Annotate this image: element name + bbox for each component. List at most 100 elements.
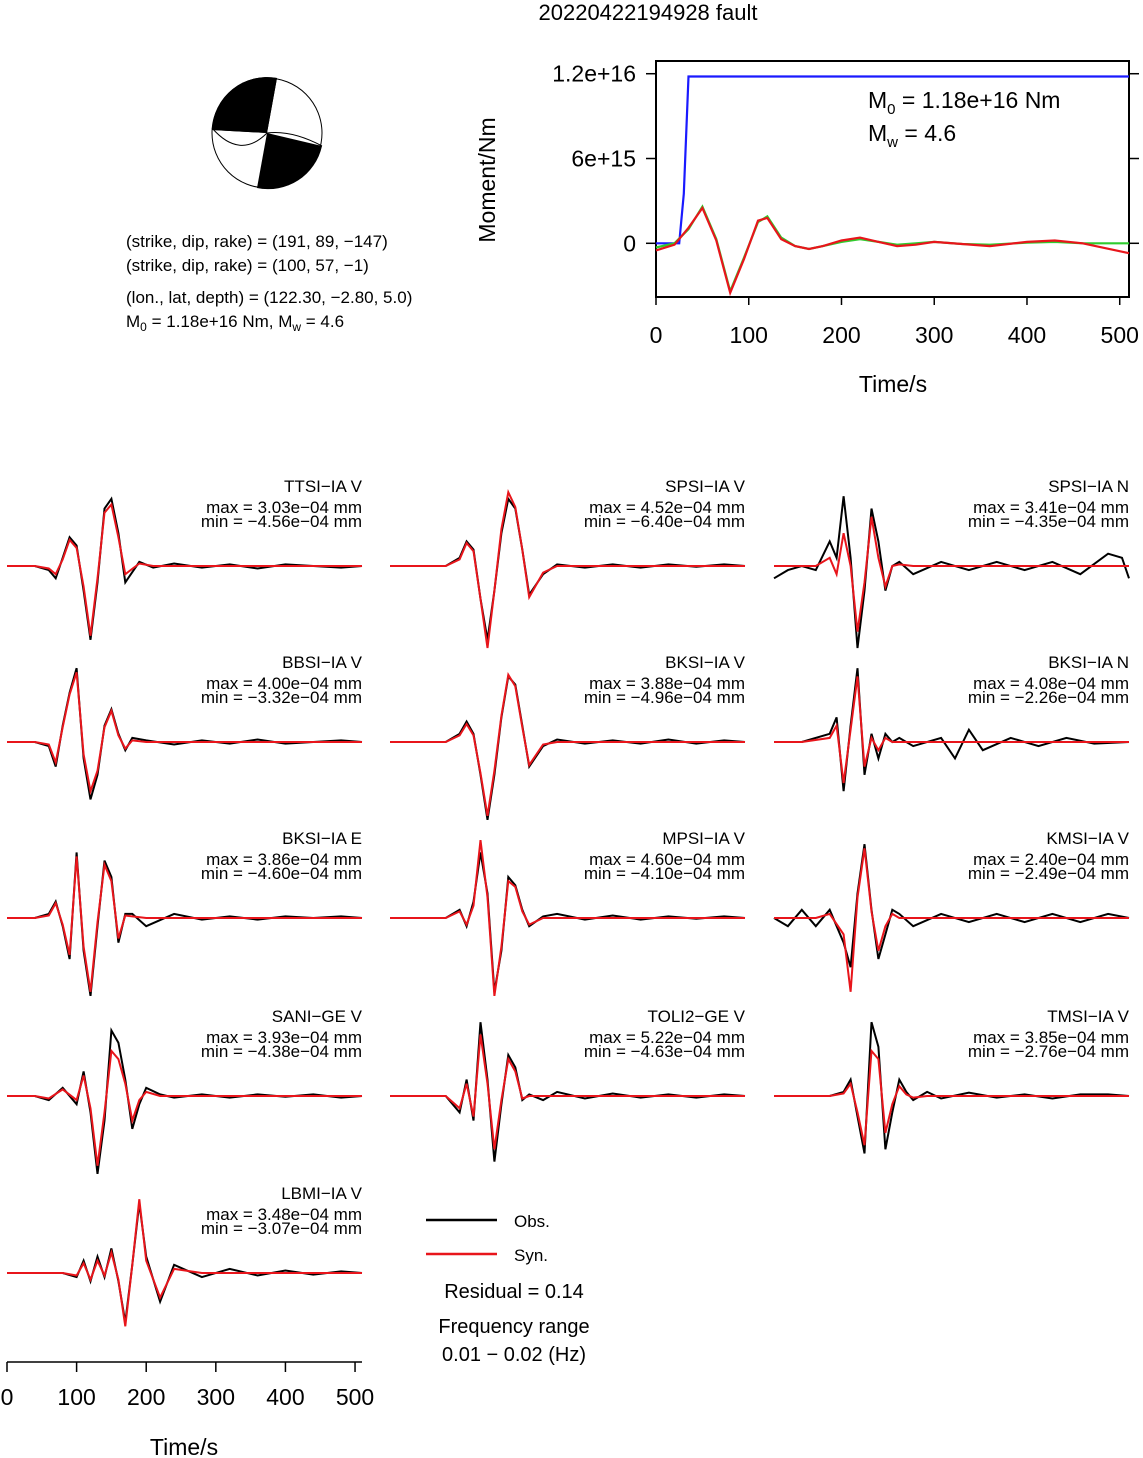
- min-amplitude-label: min = −2.49e−04 mm: [968, 864, 1129, 883]
- legend: Obs. Syn.: [426, 1212, 550, 1265]
- synthetic-trace: [390, 488, 745, 649]
- max-amplitude-label: max = 3.93e−04 mm: [206, 1028, 362, 1047]
- moment-x-tick-label: 200: [822, 322, 860, 348]
- min-amplitude-label: min = −4.56e−04 mm: [201, 512, 362, 531]
- station-label: SPSI−IA N: [1048, 477, 1129, 496]
- max-amplitude-label: max = 4.08e−04 mm: [973, 674, 1129, 693]
- synthetic-trace: [774, 1048, 1129, 1146]
- station-label: TMSI−IA V: [1047, 1007, 1129, 1026]
- moment-x-axis-label: Time/s: [859, 371, 927, 397]
- moment-x-tick-label: 0: [650, 322, 663, 348]
- bottom-x-tick-label: 100: [57, 1384, 95, 1410]
- synthetic-trace: [774, 848, 1129, 992]
- max-amplitude-label: max = 2.40e−04 mm: [973, 850, 1129, 869]
- synthetic-trace: [7, 671, 362, 796]
- synthetic-trace: [390, 839, 745, 997]
- bottom-x-tick-label: 500: [336, 1384, 374, 1410]
- max-amplitude-label: max = 4.52e−04 mm: [589, 498, 745, 517]
- station-label: TTSI−IA V: [284, 477, 363, 496]
- max-amplitude-label: max = 5.22e−04 mm: [589, 1028, 745, 1047]
- moment-y-tick-label: 1.2e+16: [552, 61, 636, 87]
- moment-x-tick-label: 100: [730, 322, 768, 348]
- max-amplitude-label: max = 3.85e−04 mm: [973, 1028, 1129, 1047]
- fit-summary: Residual = 0.14 Frequency range 0.01 − 0…: [438, 1281, 589, 1366]
- moment-series-2: [655, 205, 1130, 297]
- synthetic-trace: [390, 672, 745, 816]
- synthetic-trace: [7, 502, 362, 636]
- beachball-compressional-quadrant-2: [257, 133, 322, 190]
- station-label: SPSI−IA V: [665, 477, 746, 496]
- legend-synthetic-label: Syn.: [514, 1246, 548, 1265]
- bottom-x-tick-label: 200: [127, 1384, 165, 1410]
- bottom-x-axis-label: Time/s: [150, 1434, 218, 1458]
- bottom-x-tick-label: 300: [197, 1384, 235, 1410]
- observed-trace: [773, 496, 1130, 649]
- min-amplitude-label: min = −2.76e−04 mm: [968, 1042, 1129, 1061]
- bottom-x-tick-label: 400: [266, 1384, 304, 1410]
- min-amplitude-label: min = −6.40e−04 mm: [584, 512, 745, 531]
- legend-observed-label: Obs.: [514, 1212, 550, 1231]
- max-amplitude-label: max = 4.00e−04 mm: [206, 674, 362, 693]
- synthetic-trace: [774, 676, 1129, 784]
- min-amplitude-label: min = −4.63e−04 mm: [584, 1042, 745, 1061]
- residual-value: Residual = 0.14: [444, 1281, 584, 1303]
- moment-y-axis-label: Moment/Nm: [474, 117, 500, 242]
- moment-rate-panel: 0 6e+15 1.2e+16 0 100 200 300 400 500 Moment/Nm…: [474, 60, 1139, 397]
- moment-annotation-m0: M0 = 1.18e+16 Nm: [868, 87, 1060, 118]
- moment-plot-frame: [655, 60, 1130, 298]
- moment-y-tick-label: 6e+15: [571, 146, 636, 172]
- synthetic-trace: [7, 1048, 362, 1166]
- max-amplitude-label: max = 4.60e−04 mm: [589, 850, 745, 869]
- min-amplitude-label: min = −3.32e−04 mm: [201, 688, 362, 707]
- station-label: MPSI−IA V: [662, 829, 745, 848]
- moment-magnitude-line: M0 = 1.18e+16 Nm, Mw = 4.6: [126, 312, 344, 334]
- frequency-range-label: Frequency range: [438, 1316, 589, 1338]
- max-amplitude-label: max = 3.86e−04 mm: [206, 850, 362, 869]
- max-amplitude-label: max = 3.88e−04 mm: [589, 674, 745, 693]
- station-label: TOLI2−GE V: [648, 1007, 746, 1026]
- min-amplitude-label: min = −3.07e−04 mm: [201, 1219, 362, 1238]
- moment-annotation-mw: Mw = 4.6: [868, 120, 956, 151]
- min-amplitude-label: min = −4.38e−04 mm: [201, 1042, 362, 1061]
- synthetic-trace: [7, 856, 362, 992]
- min-amplitude-label: min = −2.26e−04 mm: [968, 688, 1129, 707]
- station-label: BKSI−IA V: [665, 653, 746, 672]
- station-label: SANI−GE V: [272, 1007, 363, 1026]
- min-amplitude-label: min = −4.10e−04 mm: [584, 864, 745, 883]
- bottom-x-tick-label: 0: [1, 1384, 14, 1410]
- min-amplitude-label: min = −4.60e−04 mm: [201, 864, 362, 883]
- moment-x-tick-label: 300: [915, 322, 953, 348]
- max-amplitude-label: max = 3.03e−04 mm: [206, 498, 362, 517]
- moment-x-tick-label: 500: [1101, 322, 1139, 348]
- moment-y-tick-label: 0: [623, 230, 636, 256]
- nodal-plane-1: (strike, dip, rake) = (191, 89, −147): [126, 232, 388, 251]
- nodal-plane-2: (strike, dip, rake) = (100, 57, −1): [126, 256, 369, 275]
- station-label: BBSI−IA V: [282, 653, 363, 672]
- hypocenter-location: (lon., lat, depth) = (122.30, −2.80, 5.0…: [126, 288, 412, 307]
- synthetic-trace: [774, 516, 1129, 632]
- station-label: LBMI−IA V: [281, 1184, 362, 1203]
- station-label: KMSI−IA V: [1046, 829, 1129, 848]
- station-label: BKSI−IA N: [1048, 653, 1129, 672]
- moment-x-tick-label: 400: [1008, 322, 1046, 348]
- figure-title: 20220422194928 fault: [539, 0, 758, 25]
- synthetic-trace: [7, 1199, 362, 1327]
- frequency-range-value: 0.01 − 0.02 (Hz): [442, 1344, 586, 1366]
- station-label: BKSI−IA E: [282, 829, 362, 848]
- max-amplitude-label: max = 3.41e−04 mm: [973, 498, 1129, 517]
- focal-mechanism-beachball: [211, 77, 323, 190]
- bottom-time-axis: 0 100 200 300 400 500 Time/s: [1, 1361, 374, 1458]
